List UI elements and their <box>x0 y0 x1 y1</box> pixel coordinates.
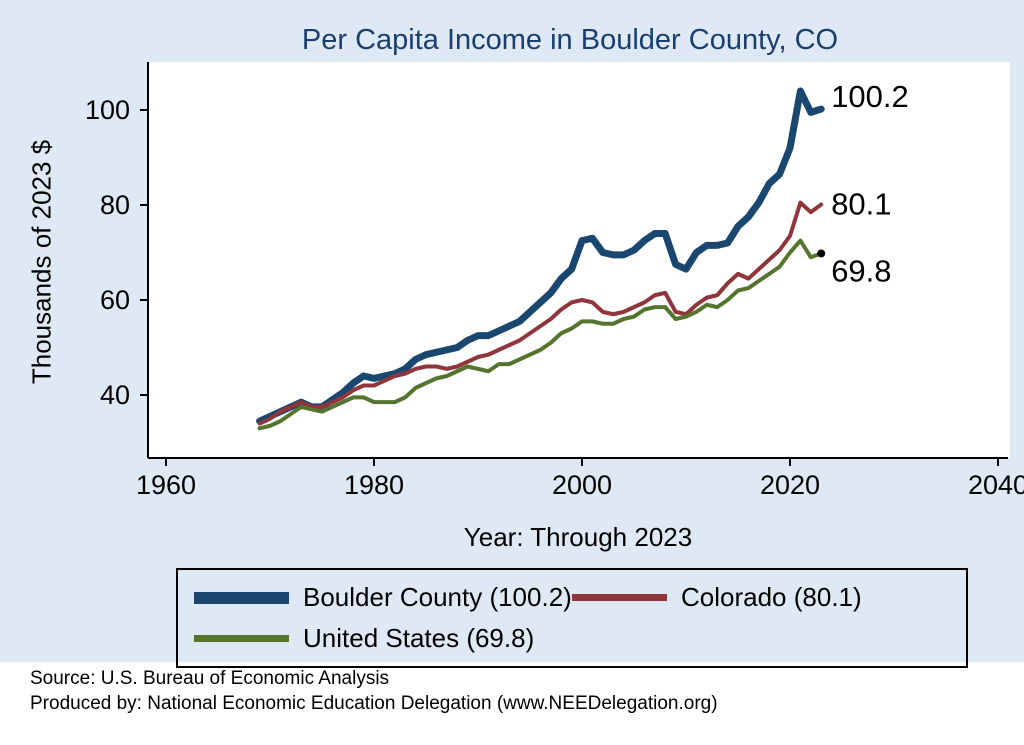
y-tick-label: 80 <box>100 190 130 220</box>
x-ticks: 1960 1980 2000 2020 2040 <box>136 458 1024 500</box>
x-tick-label: 1960 <box>136 470 196 500</box>
y-tick-label: 100 <box>85 95 130 125</box>
legend-box: Boulder County (100.2) Colorado (80.1) U… <box>176 568 968 668</box>
legend-item-colorado: Colorado (80.1) <box>572 582 950 613</box>
plot-area <box>148 62 1010 458</box>
plot-dynamic: 40 60 80 100 1960 1980 2000 2020 2040 100.2 80.1 69… <box>85 62 1024 500</box>
x-axis-label: Year: Through 2023 <box>463 522 693 552</box>
boulder-county-line-swatch <box>194 591 289 604</box>
produced-by-note: Produced by: National Economic Education… <box>30 693 718 714</box>
legend-label-boulder-county: Boulder County (100.2) <box>303 582 572 612</box>
y-tick-label: 40 <box>100 380 130 410</box>
x-tick-label: 2020 <box>760 470 820 500</box>
series-end-value-label: 69.8 <box>831 253 891 288</box>
x-tick-label: 2040 <box>968 470 1024 500</box>
united-states-line-swatch <box>194 635 289 642</box>
y-ticks: 40 60 80 100 <box>85 95 148 410</box>
footnotes: Source: U.S. Bureau of Economic Analysis… <box>30 666 718 716</box>
legend-label-colorado: Colorado (80.1) <box>681 582 862 612</box>
legend-item-united-states: United States (69.8) <box>194 623 572 654</box>
series-lines: 100.2 80.1 69.8 <box>256 79 909 431</box>
y-tick-label: 60 <box>100 285 130 315</box>
x-tick-label: 2000 <box>552 470 612 500</box>
source-note: Source: U.S. Bureau of Economic Analysis <box>30 668 390 689</box>
series-line <box>256 87 825 425</box>
chart-title: Per Capita Income in Boulder County, CO <box>301 24 839 56</box>
series-line <box>257 200 824 426</box>
series-end-marker <box>817 249 826 258</box>
plot-svg: 40 60 80 100 1960 1980 2000 2020 2040 100.2 80.1 69… <box>85 62 1024 500</box>
legend-label-united-states: United States (69.8) <box>303 623 535 653</box>
colorado-line-swatch <box>572 594 667 601</box>
legend-item-boulder-county: Boulder County (100.2) <box>194 582 572 613</box>
series-line <box>257 238 824 431</box>
series-end-value-label: 80.1 <box>831 187 891 222</box>
x-tick-label: 1980 <box>344 470 404 500</box>
series-end-value-label: 100.2 <box>831 79 909 114</box>
